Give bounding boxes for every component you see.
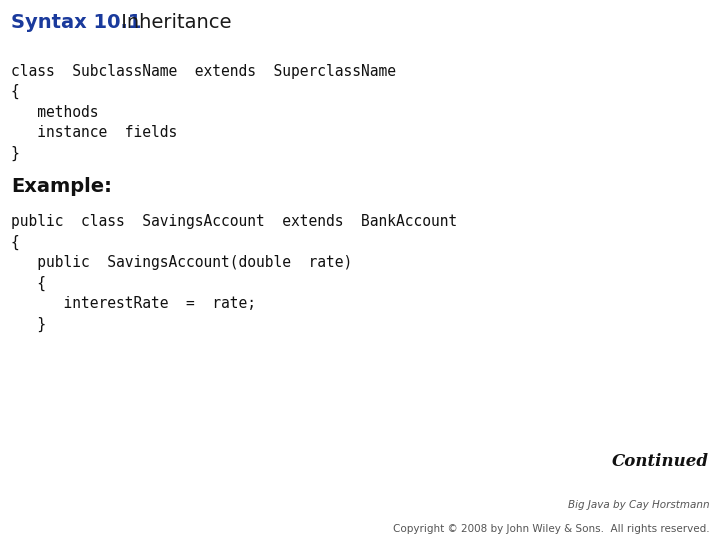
- Text: Big Java by Cay Horstmann: Big Java by Cay Horstmann: [567, 500, 709, 510]
- Text: instance  fields: instance fields: [11, 125, 177, 140]
- Text: Inheritance: Inheritance: [115, 14, 232, 32]
- Text: Syntax 10.1: Syntax 10.1: [11, 14, 141, 32]
- Text: {: {: [11, 234, 19, 249]
- Text: Copyright © 2008 by John Wiley & Sons.  All rights reserved.: Copyright © 2008 by John Wiley & Sons. A…: [392, 523, 709, 534]
- Text: public  class  SavingsAccount  extends  BankAccount: public class SavingsAccount extends Bank…: [11, 214, 457, 229]
- Text: Example:: Example:: [11, 177, 112, 196]
- Text: methods: methods: [11, 105, 99, 120]
- Text: Continued: Continued: [612, 453, 709, 470]
- Text: {: {: [11, 275, 46, 291]
- Text: interestRate  =  rate;: interestRate = rate;: [11, 296, 256, 311]
- Text: }: }: [11, 146, 19, 161]
- Text: public  SavingsAccount(double  rate): public SavingsAccount(double rate): [11, 255, 352, 270]
- Text: class  SubclassName  extends  SuperclassName: class SubclassName extends SuperclassNam…: [11, 64, 396, 79]
- Text: {: {: [11, 84, 19, 99]
- Text: }: }: [11, 316, 46, 332]
